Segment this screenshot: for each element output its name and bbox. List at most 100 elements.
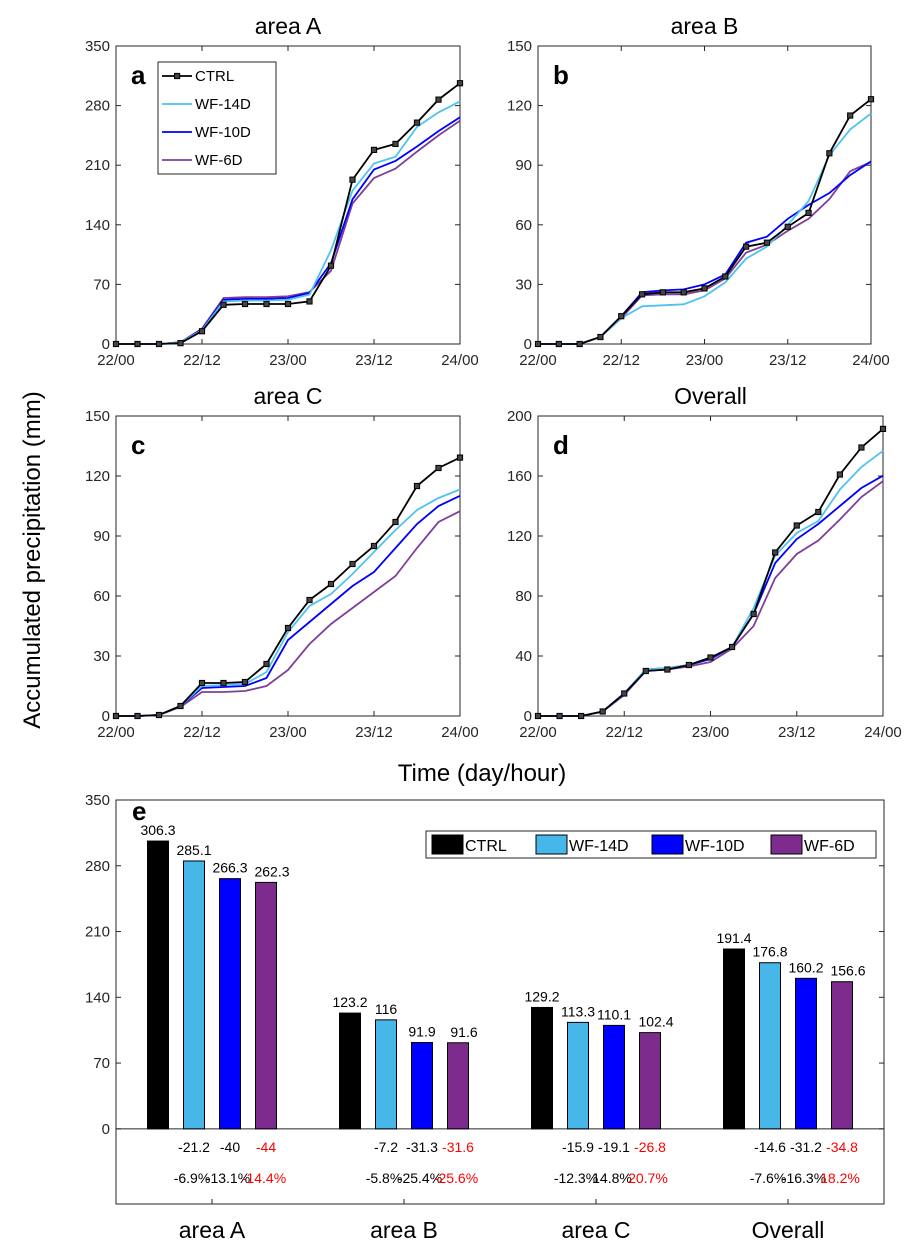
diff-value: -31.3 [406,1139,438,1155]
bar-value-label: 113.3 [561,1003,595,1019]
panel-title: Overall [674,383,747,409]
data-point [263,660,270,668]
data-point [220,679,227,687]
y-tick-label: 0 [102,1121,110,1138]
diff-value: -34.8 [826,1139,858,1155]
panel-title: area A [255,13,322,39]
data-point [793,522,800,529]
y-tick-label: 140 [85,217,110,234]
bar-ctrl [723,948,745,1130]
legend-swatch [535,834,568,855]
panel-letter: d [553,430,569,460]
x-tick-label: 22/12 [183,352,221,369]
y-tick-label: 80 [515,588,532,605]
panel-b: 0 30 60 90 120 150 22/00 22/12 23/00 23/12 24/00 ar… [507,13,890,369]
x-tick-label: 24/00 [864,724,902,741]
diff-percent: 20.7% [628,1170,668,1186]
y-tick-label: 90 [93,528,110,545]
y-tick-label: 30 [515,276,532,293]
data-point [198,679,206,687]
y-tick-label: 150 [85,408,110,425]
panel-c: 0 30 60 90 120 150 22/00 22/12 23/00 23/12 24/00 ar… [85,383,479,741]
data-point [578,712,585,720]
data-point [659,289,666,296]
x-tick-label: 23/12 [778,724,816,741]
diff-percent: -5.8% [366,1170,403,1186]
y-tick-label: 350 [85,38,110,55]
y-tick-label: 70 [93,1055,110,1072]
y-tick-label: 350 [85,792,110,809]
data-point [750,610,757,618]
y-tick-label: 280 [85,98,110,115]
bar-wf-6d [831,981,853,1130]
legend-label: WF-14D [195,96,251,113]
bar-value-label: 123.2 [332,994,367,1010]
legend-swatch [770,834,803,855]
data-point [435,464,442,472]
panel-letter: b [553,60,569,90]
data-point [728,643,736,651]
data-point [805,209,812,216]
diff-percent: -25.4% [398,1170,442,1186]
data-point [134,340,141,348]
data-point [134,712,141,720]
data-point [555,340,562,348]
legend: CTRL WF-14D WF-10D WF-6D [425,830,877,859]
x-tick-label: 24/00 [852,352,890,369]
data-point [220,301,227,308]
data-point [680,289,687,296]
x-tick-label: 23/12 [769,352,807,369]
panel-title: area C [253,383,322,409]
diff-percent: -13.1% [206,1170,250,1186]
axes-box [115,799,885,1205]
y-tick-label: 90 [515,157,532,174]
data-point [858,444,865,451]
data-point [177,340,184,347]
diff-value: -31.6 [442,1139,474,1155]
bar-value-label: 102.4 [638,1014,673,1030]
legend-swatch [651,834,684,855]
x-tick-label: 23/00 [269,352,307,369]
data-point [112,340,120,348]
diff-percent: -16.3% [782,1170,826,1186]
x-tick-label: 24/00 [441,724,479,741]
y-tick-label: 210 [85,157,110,174]
bar-wf-14d [567,1021,589,1130]
data-point [772,549,779,556]
bar-wf-10d [411,1041,433,1130]
x-tick-label: 22/00 [97,352,135,369]
bar-wf-10d [603,1024,625,1130]
data-point [534,340,542,348]
diff-percent: -7.6% [750,1170,787,1186]
data-point [392,140,399,148]
data-point [413,119,421,126]
data-point [284,300,292,308]
bar-value-label: 110.1 [597,1006,631,1022]
data-point [722,273,729,280]
diff-percent: -12.3% [554,1170,598,1186]
data-point [155,711,163,719]
diff-value: -14.6 [754,1139,786,1155]
data-point [879,425,887,432]
data-point [241,300,249,308]
bar-value-label: 191.4 [716,930,751,946]
legend-label: WF-6D [195,152,243,169]
y-tick-label: 30 [93,648,110,665]
diff-value: -31.2 [790,1139,822,1155]
x-tick-label: 22/00 [519,352,557,369]
y-tick-label: 0 [524,336,532,353]
y-tick-label: 60 [515,217,532,234]
y-tick-label: 160 [507,468,532,485]
y-tick-label: 140 [85,989,110,1006]
data-point [836,471,843,478]
data-point [112,712,120,720]
legend-label: CTRL [195,68,234,85]
y-tick-label: 60 [93,588,110,605]
diff-value: -15.9 [562,1139,594,1155]
legend-label: WF-10D [195,124,251,141]
bar-wf-14d [759,962,781,1130]
data-point [642,667,649,675]
data-point [349,560,356,568]
data-point [534,712,542,720]
